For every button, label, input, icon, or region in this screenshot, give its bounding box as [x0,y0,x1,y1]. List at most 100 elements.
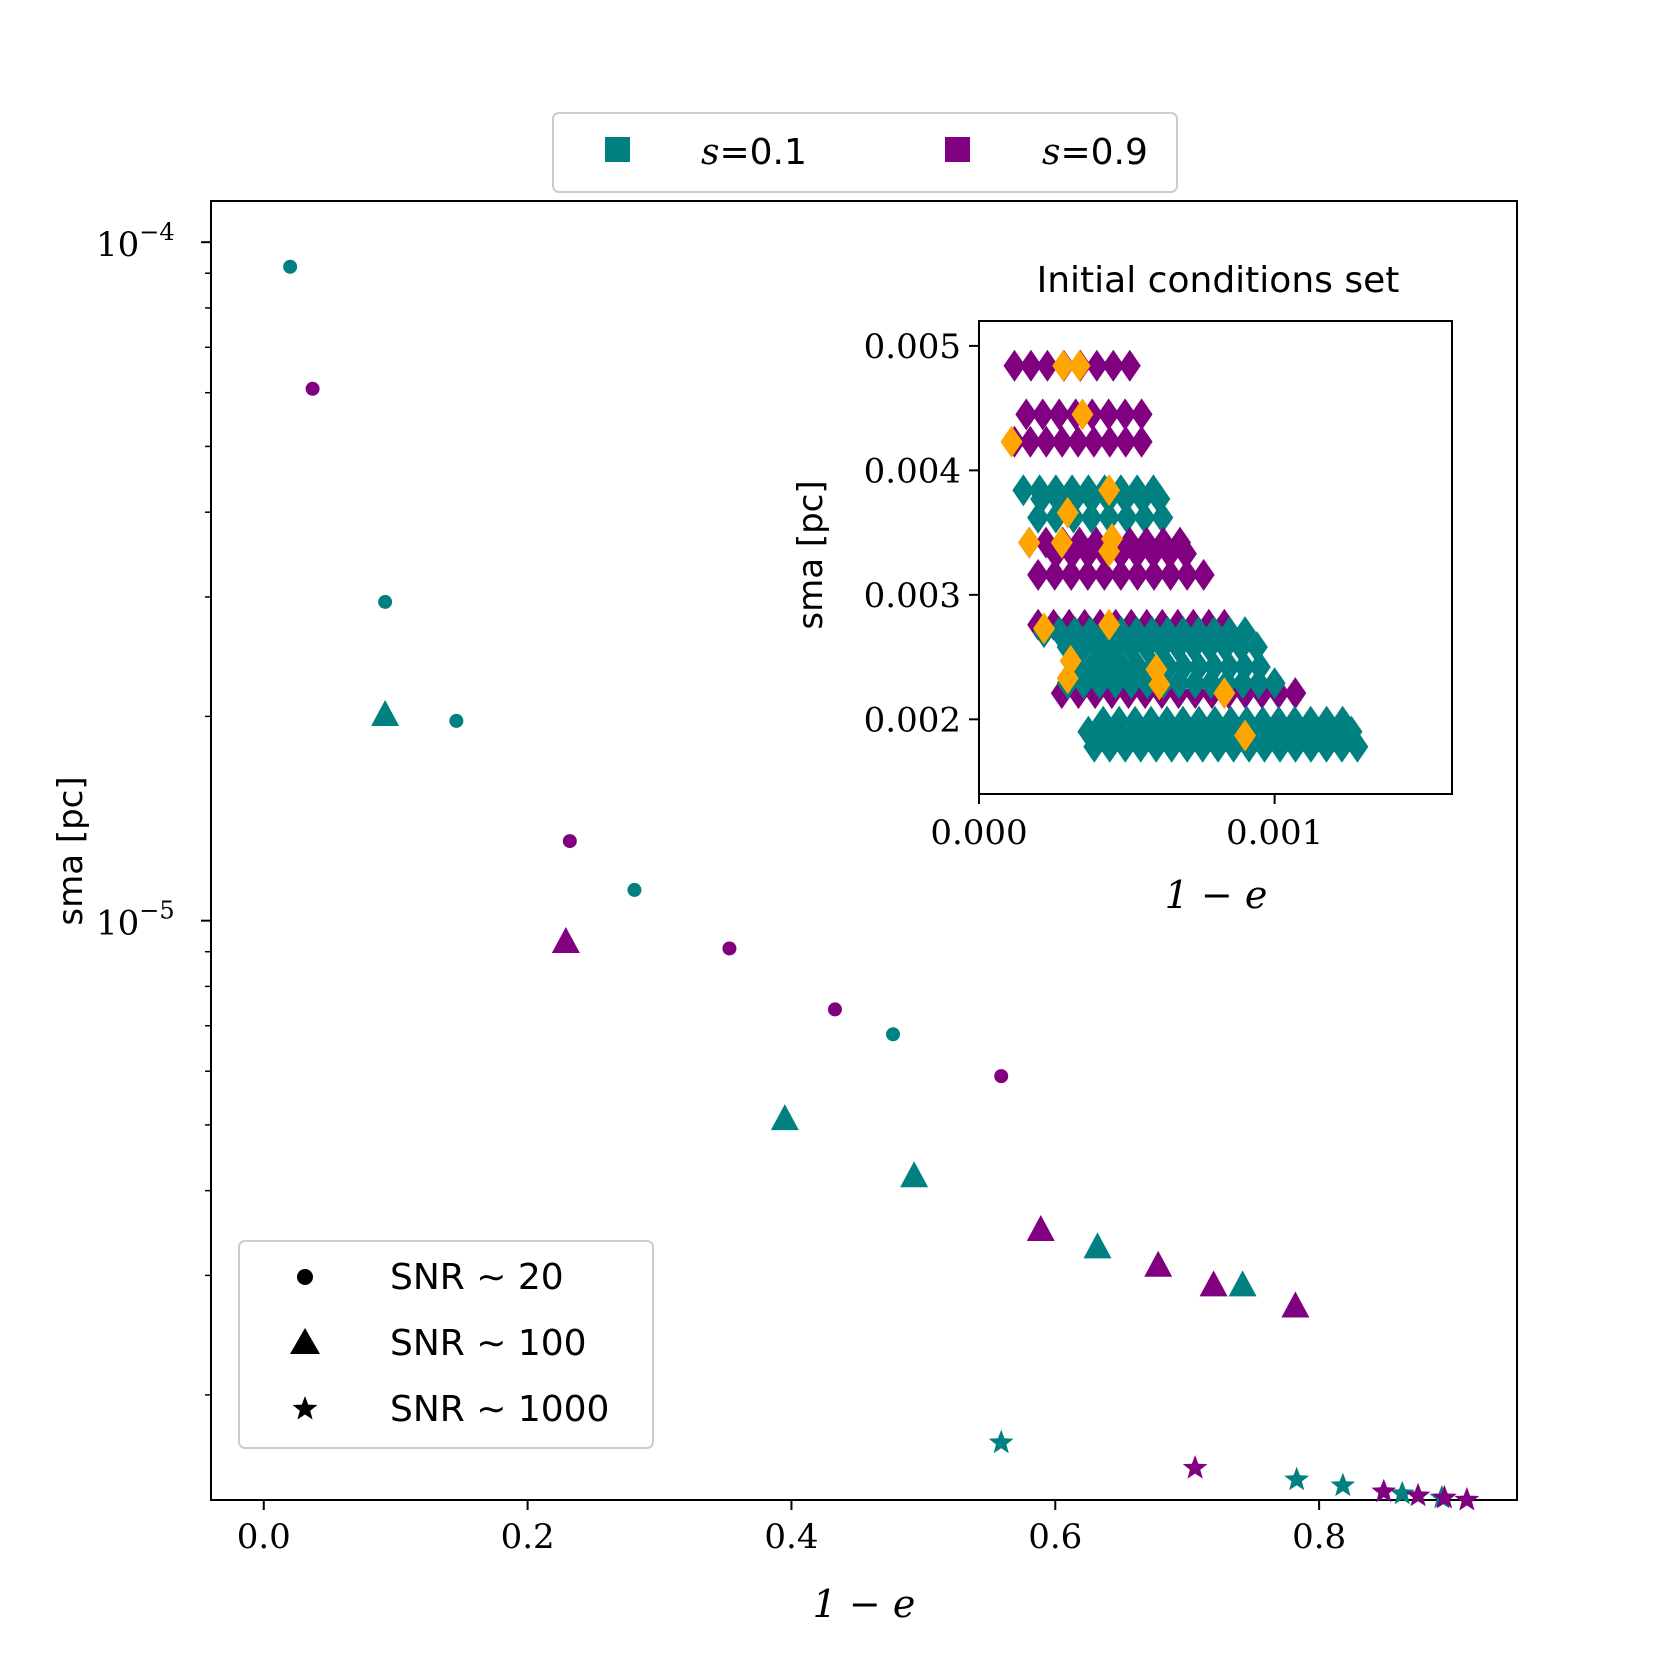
data-point-circle [283,259,298,274]
inset-data-point [1158,537,1181,570]
inset-y-tick-label: 0.004 [864,451,961,491]
inset-highlight-point [1234,719,1257,752]
inset-data-point [1174,537,1197,570]
inset-data-point [1171,705,1194,738]
inset-y-tick-label: 0.002 [864,700,961,740]
legend-swatch-s09 [945,137,970,162]
y-tick-label: 10−5 [96,897,175,944]
inset-data-point [1098,730,1121,763]
inset-data-point [1120,667,1143,700]
x-tick-label: 0.4 [764,1517,818,1557]
inset-data-point [1036,349,1059,382]
inset-data-point [1284,677,1307,710]
marker-legend: SNR ∼ 20 SNR ∼ 100 SNR ∼ 1000 [238,1240,654,1449]
inset-data-point [1015,398,1038,431]
data-point-triangle [1281,1291,1310,1318]
inset-data-point [1003,349,1026,382]
inset-highlight-point [1148,668,1171,701]
inset-title: Initial conditions set [1037,260,1400,301]
inset-plot-frame-outline [978,320,1453,795]
inset-data-point [1080,482,1103,515]
data-point-triangle [900,1161,929,1188]
inset-data-point [1027,558,1050,591]
data-point-star [1330,1472,1356,1497]
data-point-circle [562,834,577,849]
inset-data-point [1115,501,1138,534]
inset-highlight-point [1098,608,1121,641]
inset-data-point [1346,730,1369,763]
inset-data-point [1043,558,1066,591]
x-tick-label: 0.8 [1292,1517,1346,1557]
data-point-circle [305,381,320,396]
inset-data-point [1133,501,1156,534]
inset-data-point [1012,474,1035,507]
inset-y-tick-label: 0.005 [864,327,961,367]
inset-data-point [1098,501,1121,534]
data-point-star [1405,1482,1431,1507]
data-point-triangle [551,927,580,954]
data-point-circle [886,1027,901,1042]
inset-data-point [1114,730,1137,763]
legend-circle-marker [297,1269,313,1285]
data-point-triangle [770,1104,799,1131]
inset-data-point [1093,558,1116,591]
inset-data-point [1151,501,1174,534]
inset-highlight-point [1000,425,1023,458]
inset-x-tick-label: 0.001 [1226,813,1323,853]
data-point-circle [827,1002,842,1017]
main-y-axis-ticks: 10−4 10−5 [96,218,211,1396]
inset-data-point [1035,425,1058,458]
color-legend: s=0.1 s=0.9 [552,112,1178,193]
y-tick-label: 10−4 [96,218,175,265]
inset-data-point [1140,705,1163,738]
inset-data-point [1130,398,1153,431]
inset-data-point [1263,667,1286,700]
data-point-star [988,1429,1014,1454]
inset-data-point [1145,730,1168,763]
inset-data-point [1284,730,1307,763]
inset-data-point [1083,730,1106,763]
inset-data-point [1331,705,1354,738]
inset-plot: Initial conditions set 0.000 0.001 0.002 0… [791,260,1453,917]
data-point-star [1454,1487,1480,1511]
inset-data-point [1088,667,1111,700]
inset-data-point [1191,730,1214,763]
data-point-triangle [1026,1215,1055,1242]
inset-data-point [1184,667,1207,700]
data-point-triangle [1199,1270,1228,1297]
inset-data-point [1072,667,1095,700]
inset-highlight-point [1098,474,1121,507]
legend-label-s09: s=0.9 [1042,132,1148,173]
data-point-star [1432,1484,1457,1509]
inset-data-point [1019,349,1042,382]
data-point-triangle [1228,1270,1257,1297]
x-tick-label: 0.0 [237,1517,291,1557]
inset-data-point [1159,558,1182,591]
marker-legend-box [238,1240,654,1449]
inset-data-point [1027,501,1050,534]
inset-data-point [1085,349,1108,382]
inset-data-point [1203,705,1226,738]
legend-label-snr1000: SNR ∼ 1000 [390,1389,609,1430]
inset-data-point [1098,425,1121,458]
inset-data-point [1019,425,1042,458]
inset-highlight-point [1056,662,1079,695]
main-x-axis-label: 1 − e [813,1582,916,1626]
inset-data-point [1048,398,1071,431]
inset-data-point [1082,425,1105,458]
inset-highlight-point [1068,349,1091,382]
data-point-star [1371,1478,1397,1503]
main-x-axis-ticks: 0.0 0.2 0.4 0.6 0.8 [237,1500,1346,1557]
inset-data-point [1130,425,1153,458]
inset-x-axis-ticks: 0.000 0.001 [930,794,1323,853]
inset-data-point [1330,730,1353,763]
inset-data-point [1168,667,1191,700]
inset-highlight-point [1050,526,1073,559]
inset-data-point [1102,349,1125,382]
inset-data-point [1114,398,1137,431]
inset-data-point [1080,501,1103,534]
inset-data-point [1251,705,1274,738]
inset-data-point [1207,730,1230,763]
inset-data-point [1114,425,1137,458]
data-point-triangle [1144,1250,1173,1277]
